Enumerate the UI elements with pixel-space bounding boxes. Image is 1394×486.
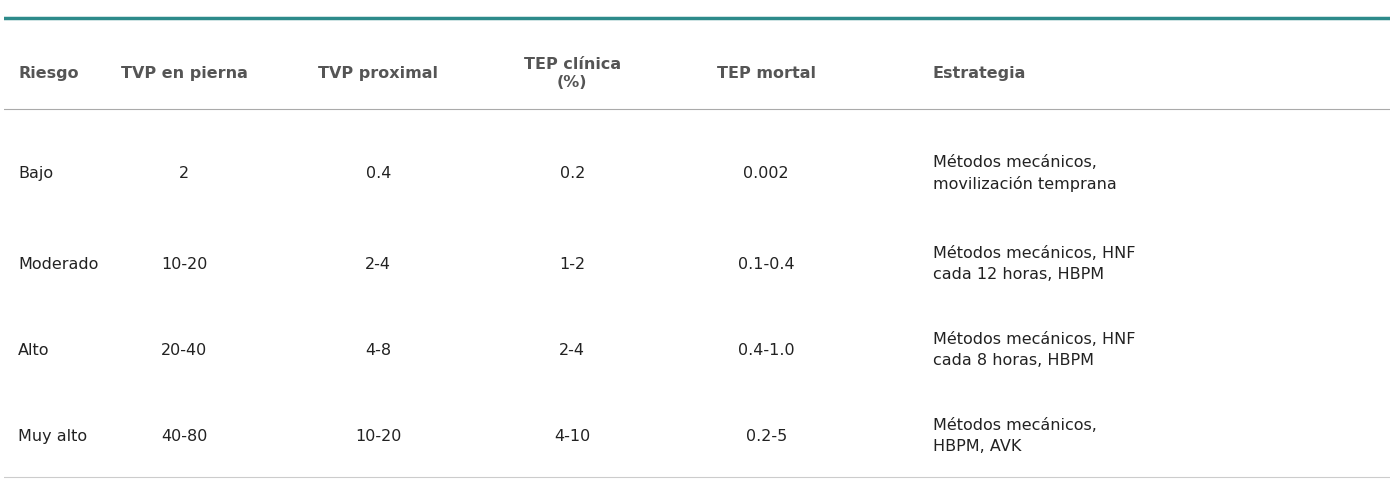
Text: 4-10: 4-10 xyxy=(555,429,591,444)
Text: 0.2: 0.2 xyxy=(559,166,585,181)
Text: 0.002: 0.002 xyxy=(743,166,789,181)
Text: 0.4: 0.4 xyxy=(365,166,390,181)
Text: Estrategia: Estrategia xyxy=(933,66,1026,81)
Text: 2-4: 2-4 xyxy=(365,257,392,272)
Text: Métodos mecánicos,
movilización temprana: Métodos mecánicos, movilización temprana xyxy=(933,155,1117,192)
Text: 0.4-1.0: 0.4-1.0 xyxy=(737,343,795,358)
Text: Riesgo: Riesgo xyxy=(18,66,78,81)
Text: Métodos mecánicos, HNF
cada 8 horas, HBPM: Métodos mecánicos, HNF cada 8 horas, HBP… xyxy=(933,332,1135,368)
Text: Moderado: Moderado xyxy=(18,257,99,272)
Text: 10-20: 10-20 xyxy=(162,257,208,272)
Text: TVP en pierna: TVP en pierna xyxy=(121,66,248,81)
Text: Alto: Alto xyxy=(18,343,50,358)
Text: 10-20: 10-20 xyxy=(355,429,401,444)
Text: 2-4: 2-4 xyxy=(559,343,585,358)
Text: 1-2: 1-2 xyxy=(559,257,585,272)
Text: Bajo: Bajo xyxy=(18,166,53,181)
Text: Muy alto: Muy alto xyxy=(18,429,88,444)
Text: 2: 2 xyxy=(180,166,190,181)
Text: TEP clínica
(%): TEP clínica (%) xyxy=(524,57,620,89)
Text: 0.1-0.4: 0.1-0.4 xyxy=(737,257,795,272)
Text: TEP mortal: TEP mortal xyxy=(717,66,815,81)
Text: 4-8: 4-8 xyxy=(365,343,392,358)
Text: TVP proximal: TVP proximal xyxy=(318,66,438,81)
Text: 40-80: 40-80 xyxy=(162,429,208,444)
Text: Métodos mecánicos,
HBPM, AVK: Métodos mecánicos, HBPM, AVK xyxy=(933,418,1097,454)
Text: 20-40: 20-40 xyxy=(162,343,208,358)
Text: Métodos mecánicos, HNF
cada 12 horas, HBPM: Métodos mecánicos, HNF cada 12 horas, HB… xyxy=(933,246,1135,282)
Text: 0.2-5: 0.2-5 xyxy=(746,429,786,444)
